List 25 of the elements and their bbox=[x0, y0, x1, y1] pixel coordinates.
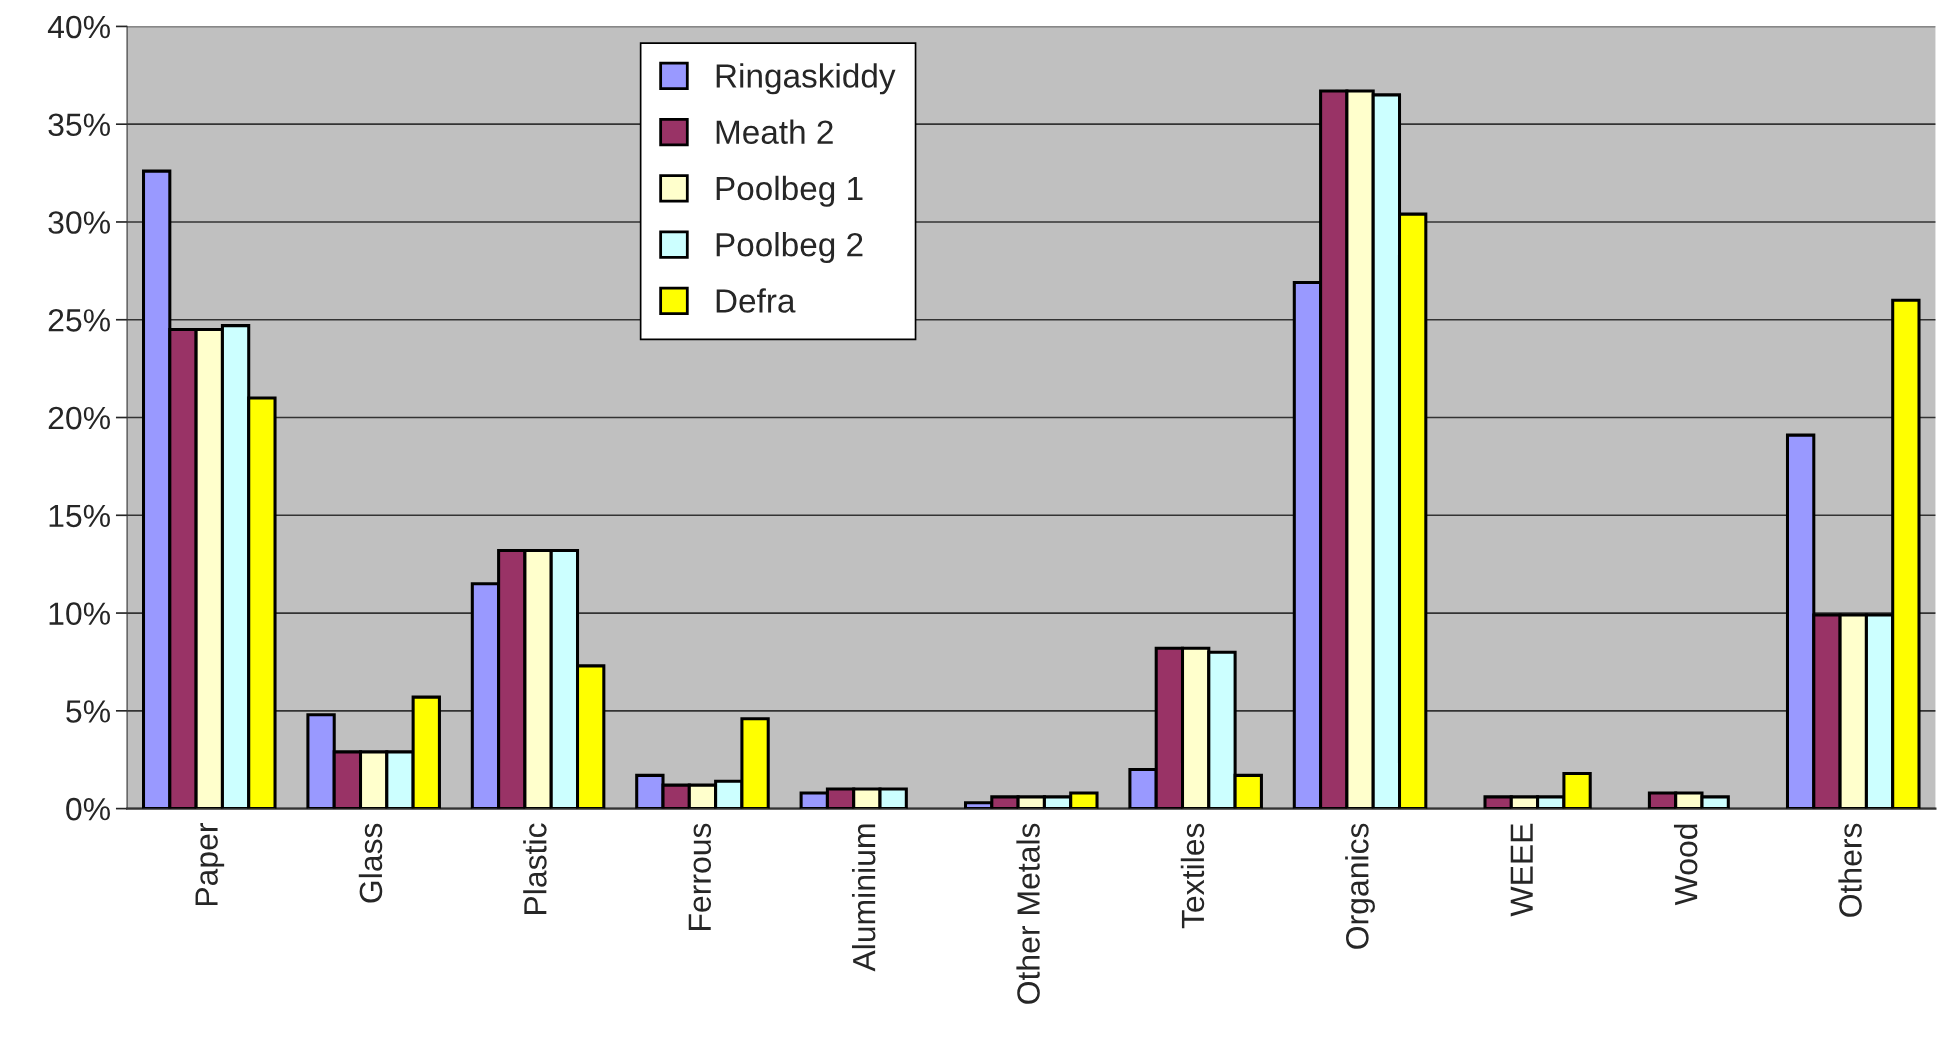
x-tick-label: Textiles bbox=[1180, 823, 1205, 929]
legend-label: Poolbeg 1 bbox=[716, 175, 863, 207]
y-tick-label: 20% bbox=[48, 406, 110, 430]
x-tick-label: Plastic bbox=[523, 823, 547, 914]
x-tick-label: WEEE bbox=[1510, 823, 1533, 917]
x-tick-label: Ferrous bbox=[688, 823, 712, 930]
y-tick-label: 15% bbox=[49, 504, 110, 528]
y-tick-label: 25% bbox=[48, 309, 110, 332]
x-tick-label: Aluminium bbox=[851, 824, 876, 972]
x-tick-label: Other Metals bbox=[1016, 823, 1040, 1004]
y-tick-label: 30% bbox=[48, 211, 110, 234]
x-tick-label: Paper bbox=[195, 823, 225, 906]
legend-label: Meath 2 bbox=[716, 119, 833, 144]
legend-label: Defra bbox=[716, 288, 796, 313]
legend-label: Ringaskiddy bbox=[716, 63, 896, 95]
y-tick-label: 5% bbox=[66, 700, 110, 723]
legend-label: Poolbeg 2 bbox=[716, 232, 863, 264]
y-tick-label: 35% bbox=[48, 113, 110, 137]
y-tick-label: 10% bbox=[49, 602, 110, 625]
x-tick-label: Wood bbox=[1673, 824, 1698, 906]
x-tick-label: Glass bbox=[358, 823, 383, 903]
x-tick-label: Others bbox=[1838, 823, 1862, 917]
y-tick-label: 0% bbox=[66, 797, 110, 821]
x-tick-label: Organics bbox=[1345, 823, 1375, 949]
y-tick-label: 40% bbox=[47, 15, 110, 39]
